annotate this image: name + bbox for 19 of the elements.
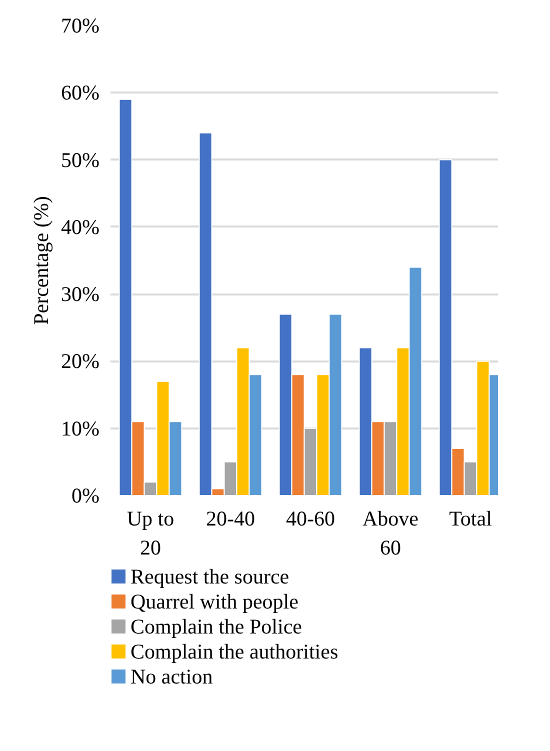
legend-label: Complain the Police — [130, 614, 302, 638]
y-tick-label: 10% — [61, 416, 100, 440]
x-tick-label: Up to 20 — [126, 506, 174, 560]
x-tick-label: 20-40 — [206, 506, 256, 530]
y-tick-label: 60% — [61, 80, 100, 105]
x-tick-label: Total — [449, 506, 492, 530]
legend-label: Complain the authorities — [130, 640, 338, 664]
y-tick-label: 40% — [61, 214, 100, 239]
y-tick-label: 20% — [61, 349, 100, 374]
y-axis-title: Percentage (%) — [29, 196, 54, 325]
legend-label: Request the source — [130, 564, 290, 588]
y-tick-label: 50% — [61, 148, 100, 172]
y-tick-label: 0% — [72, 484, 100, 508]
y-tick-label: 30% — [61, 282, 100, 306]
x-tick-label: 40-60 — [286, 506, 336, 530]
y-tick-label: 70% — [61, 14, 100, 38]
legend-label: No action — [130, 664, 214, 688]
x-tick-label: Above 60 — [362, 506, 419, 560]
legend-label: Quarrel with people — [130, 590, 298, 614]
